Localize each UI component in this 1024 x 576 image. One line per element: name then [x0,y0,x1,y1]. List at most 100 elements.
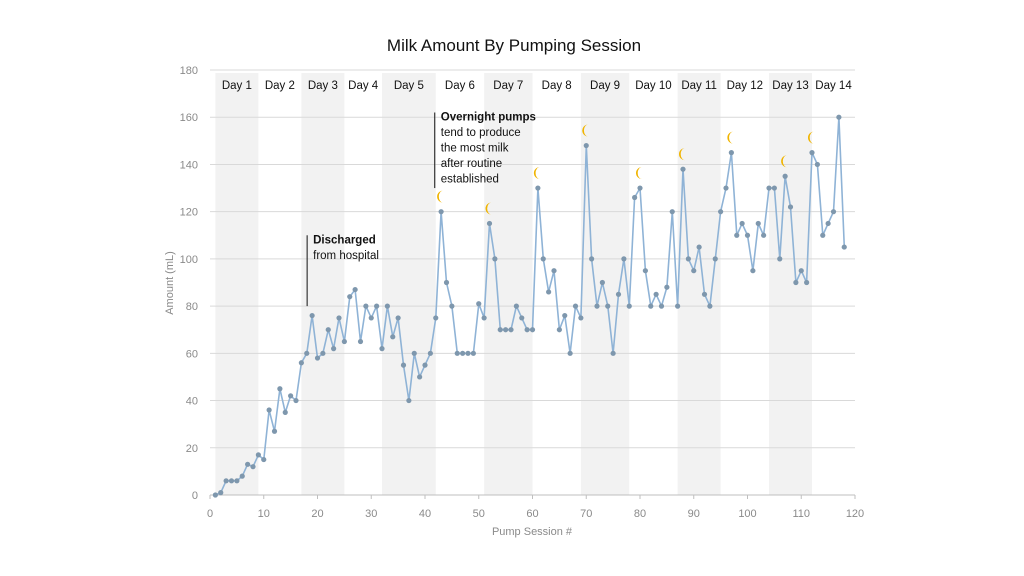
y-tick-label-2: 40 [186,396,198,408]
data-point-97 [728,150,734,156]
day-band-9 [580,73,630,495]
series-milk-amount [212,114,847,498]
data-point-28 [357,338,364,345]
data-point-32 [379,346,385,352]
moon-icon-9 [808,131,814,144]
data-point-85 [664,284,670,290]
data-point-54 [497,327,503,333]
y-tick-label-9: 180 [180,65,198,77]
annotation-2-line-2: the most milk [441,143,509,155]
data-point-117 [836,114,842,120]
data-point-20 [314,355,321,361]
moon-icon-5 [636,167,642,180]
data-point-47 [460,350,466,356]
moon-icon-7 [727,131,734,144]
moon-icon-4 [582,124,589,137]
day-bands: Day 1 Day 2 Day 3 Day 4 Day 5 Day 6 Day 7 Day 8… [215,73,852,495]
data-point-77 [621,256,627,262]
data-point-114 [820,232,826,238]
data-point-75 [610,350,616,356]
data-point-9 [255,452,261,458]
day-label-4: Day 4 [348,80,379,92]
annotations: Discharged from hospital Overnight pumps te… [306,112,536,307]
y-tick-label-8: 160 [180,112,198,124]
data-point-107 [782,173,788,179]
gridlines [210,69,855,449]
data-point-111 [804,279,810,286]
day-label-3: Day 3 [308,80,338,92]
day-label-14: Day 14 [815,80,852,92]
data-point-78 [626,303,632,309]
data-point-73 [599,279,605,286]
data-point-64 [551,268,557,274]
data-point-58 [519,315,525,321]
data-point-26 [347,294,353,300]
day-label-8: Day 8 [542,80,572,92]
data-point-23 [331,346,337,352]
data-point-49 [470,350,476,356]
day-label-13: Day 13 [772,80,808,92]
overnight-moons [437,124,814,215]
y-tick-label-6: 120 [180,207,198,219]
data-point-65 [556,327,562,333]
data-point-74 [605,303,611,309]
day-label-10: Day 10 [635,80,671,92]
data-point-19 [309,312,315,319]
data-point-96 [723,185,729,191]
data-point-83 [653,291,659,297]
y-tick-label-1: 20 [186,443,198,455]
x-tick-label-11: 110 [792,508,810,520]
data-point-101 [750,268,756,274]
y-axis-label: Amount (mL) [164,251,176,315]
data-point-72 [594,303,600,309]
data-point-62 [540,256,546,262]
data-point-93 [707,303,713,309]
data-point-24 [336,315,342,321]
data-point-42 [433,315,439,321]
annotation-1-heading: Discharged [313,234,376,246]
data-point-98 [734,232,740,238]
y-tick-label-0: 0 [192,490,198,502]
data-point-106 [777,256,783,262]
data-point-99 [739,220,745,227]
data-point-95 [718,209,724,215]
data-point-53 [492,256,498,262]
x-tick-label-4: 40 [419,508,431,520]
data-point-91 [696,244,702,250]
data-point-50 [476,301,482,307]
data-point-69 [578,315,584,321]
data-point-81 [642,268,648,274]
series-line-1 [215,116,846,496]
data-point-66 [562,312,568,319]
data-point-7 [245,461,251,467]
data-point-2 [218,490,224,496]
moon-icon-1 [437,190,444,203]
data-point-38 [411,350,417,356]
day-label-11: Day 11 [681,80,717,92]
data-point-43 [438,209,444,215]
x-tick-label-9: 90 [688,508,700,520]
data-point-55 [503,327,509,333]
data-point-102 [755,220,761,227]
x-tick-label-5: 50 [473,508,485,520]
axes [209,494,856,499]
data-point-44 [443,279,450,286]
x-tick-labels: 0 10 20 30 40 50 60 70 80 90 100 110 120 [207,508,864,520]
data-point-37 [406,397,412,404]
data-point-4 [228,478,235,484]
data-point-94 [712,256,718,262]
data-point-103 [761,232,767,238]
data-point-39 [417,374,423,380]
day-label-12: Day 12 [727,80,763,92]
data-point-35 [395,315,401,321]
x-axis-label: Pump Session # [492,526,573,538]
data-point-6 [239,473,245,479]
data-point-87 [675,303,681,309]
data-point-86 [669,209,675,215]
data-point-71 [589,256,595,262]
data-point-92 [701,291,708,297]
day-band-11 [677,73,721,495]
day-band-5 [382,73,436,495]
data-point-110 [798,268,804,274]
